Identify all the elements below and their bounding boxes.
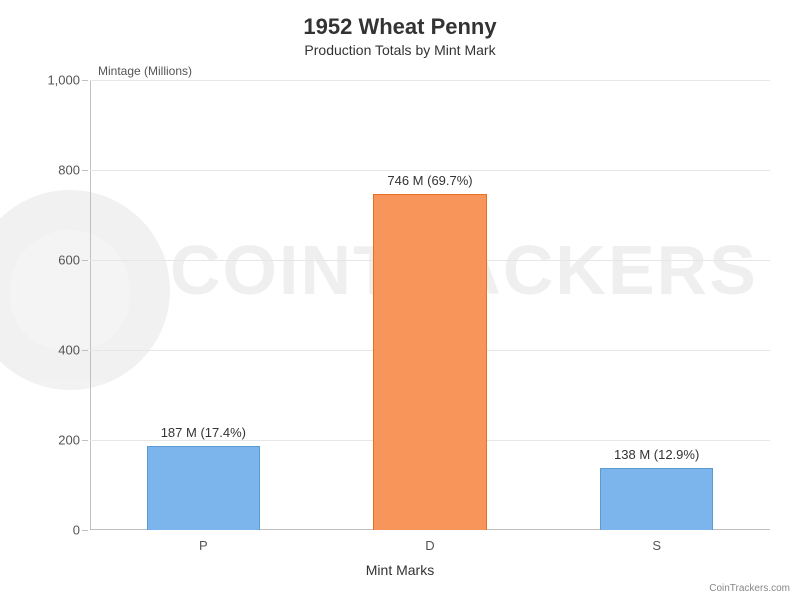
- y-tick: [82, 80, 88, 81]
- x-tick-label: P: [199, 538, 208, 553]
- y-tick: [82, 350, 88, 351]
- bar-d[interactable]: [373, 194, 486, 530]
- y-tick-label: 0: [73, 523, 80, 538]
- bar-p[interactable]: [147, 446, 260, 530]
- chart-subtitle: Production Totals by Mint Mark: [0, 42, 800, 58]
- y-tick-label: 1,000: [47, 73, 80, 88]
- y-tick-label: 600: [58, 253, 80, 268]
- y-tick-label: 400: [58, 343, 80, 358]
- x-tick-label: D: [425, 538, 434, 553]
- plot-area: 02004006008001,000187 M (17.4%)P746 M (6…: [90, 80, 770, 530]
- x-tick-label: S: [652, 538, 661, 553]
- grid-line: [90, 170, 770, 171]
- y-tick: [82, 260, 88, 261]
- y-tick: [82, 170, 88, 171]
- credits-text: CoinTrackers.com: [709, 583, 790, 594]
- x-axis-title: Mint Marks: [0, 562, 800, 578]
- bar-label: 187 M (17.4%): [161, 425, 246, 446]
- y-tick: [82, 530, 88, 531]
- y-tick-label: 800: [58, 163, 80, 178]
- y-axis-title: Mintage (Millions): [98, 64, 192, 78]
- bar-s[interactable]: [600, 468, 713, 530]
- bar-label: 746 M (69.7%): [387, 173, 472, 194]
- chart-title: 1952 Wheat Penny: [0, 14, 800, 40]
- bar-label: 138 M (12.9%): [614, 447, 699, 468]
- chart-container: 1952 Wheat Penny Production Totals by Mi…: [0, 0, 800, 600]
- y-axis-line: [90, 80, 91, 530]
- y-tick-label: 200: [58, 433, 80, 448]
- grid-line: [90, 80, 770, 81]
- y-tick: [82, 440, 88, 441]
